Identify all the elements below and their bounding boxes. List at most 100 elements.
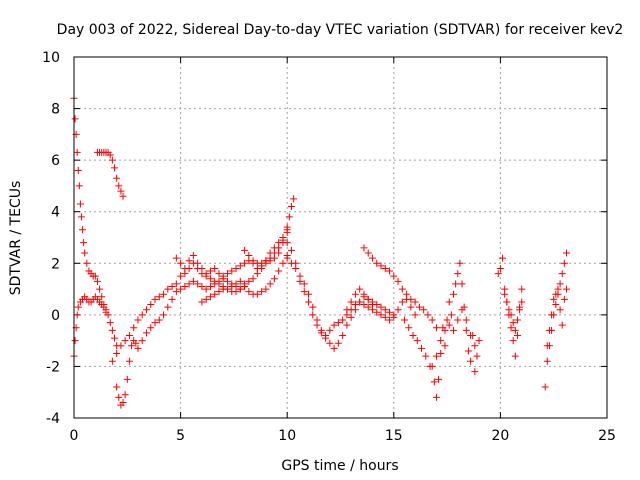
data-point (326, 339, 334, 347)
data-point (511, 352, 519, 360)
data-point (516, 303, 524, 311)
data-point (296, 277, 304, 285)
data-point (339, 316, 347, 324)
data-point (437, 350, 445, 358)
data-point (462, 316, 470, 324)
data-point (548, 311, 556, 319)
data-point (422, 352, 430, 360)
data-point (454, 316, 462, 324)
data-point (253, 290, 261, 298)
data-point (360, 244, 368, 252)
data-point (381, 306, 389, 314)
data-point (202, 295, 210, 303)
data-point (467, 357, 475, 365)
data-point (206, 275, 214, 283)
data-point (413, 337, 421, 345)
data-point (132, 339, 140, 347)
data-point (202, 285, 210, 293)
data-point (432, 393, 440, 401)
data-point (501, 290, 509, 298)
x-axis-label: GPS time / hours (281, 458, 398, 474)
y-tick-label: 8 (51, 102, 60, 118)
data-point (462, 326, 470, 334)
data-point (138, 337, 146, 345)
data-point (71, 115, 79, 123)
data-point (507, 324, 515, 332)
data-point (364, 249, 372, 257)
data-point (76, 200, 84, 208)
data-point (113, 383, 121, 391)
data-point (71, 337, 79, 345)
data-point (398, 285, 406, 293)
x-axis: 0 5 10 15 20 25 (70, 57, 616, 444)
data-point (441, 326, 449, 334)
data-point (545, 326, 553, 334)
data-point (377, 262, 385, 270)
data-point (356, 298, 364, 306)
data-point (108, 357, 116, 365)
data-point (556, 306, 564, 314)
data-point (505, 306, 513, 314)
data-point (160, 311, 168, 319)
data-point (473, 352, 481, 360)
data-point (313, 321, 321, 329)
data-point (458, 280, 466, 288)
data-point (373, 308, 381, 316)
data-point (513, 331, 521, 339)
data-point (117, 342, 125, 350)
data-point (407, 295, 415, 303)
data-point (115, 182, 123, 190)
data-point (100, 303, 108, 311)
data-point (202, 270, 210, 278)
data-point (541, 383, 549, 391)
data-point (108, 156, 116, 164)
data-point (241, 259, 249, 267)
data-point (177, 272, 185, 280)
data-point (198, 298, 206, 306)
data-point (360, 290, 368, 298)
data-point (172, 280, 180, 288)
y-tick-label: 2 (51, 256, 60, 272)
data-point (368, 301, 376, 309)
data-point (407, 303, 415, 311)
data-point (464, 347, 472, 355)
data-point (424, 311, 432, 319)
series-cluster-a (70, 94, 121, 350)
data-point (130, 324, 138, 332)
x-tick-label: 20 (491, 428, 509, 444)
series-cluster-j (283, 254, 398, 339)
data-point (219, 272, 227, 280)
data-point (147, 324, 155, 332)
data-point (405, 324, 413, 332)
data-point (160, 290, 168, 298)
data-point (266, 280, 274, 288)
data-point (147, 301, 155, 309)
data-point (232, 288, 240, 296)
data-point (445, 321, 453, 329)
data-point (283, 254, 291, 262)
data-point (121, 337, 129, 345)
data-point (245, 252, 253, 260)
data-point (142, 329, 150, 337)
data-point (518, 298, 526, 306)
series-cluster-b (70, 293, 110, 360)
data-point (418, 344, 426, 352)
data-point (125, 357, 133, 365)
data-point (168, 295, 176, 303)
data-point (121, 391, 129, 399)
data-point (172, 288, 180, 296)
data-point (496, 264, 504, 272)
data-point (211, 264, 219, 272)
grid-lines (74, 57, 607, 418)
data-point (411, 298, 419, 306)
data-point (198, 282, 206, 290)
data-point (403, 290, 411, 298)
data-point (287, 259, 295, 267)
data-point (562, 249, 570, 257)
data-point (558, 270, 566, 278)
data-point (206, 267, 214, 275)
data-point (287, 246, 295, 254)
y-tick-label: 10 (42, 50, 60, 66)
data-point (554, 285, 562, 293)
data-point (509, 337, 517, 345)
